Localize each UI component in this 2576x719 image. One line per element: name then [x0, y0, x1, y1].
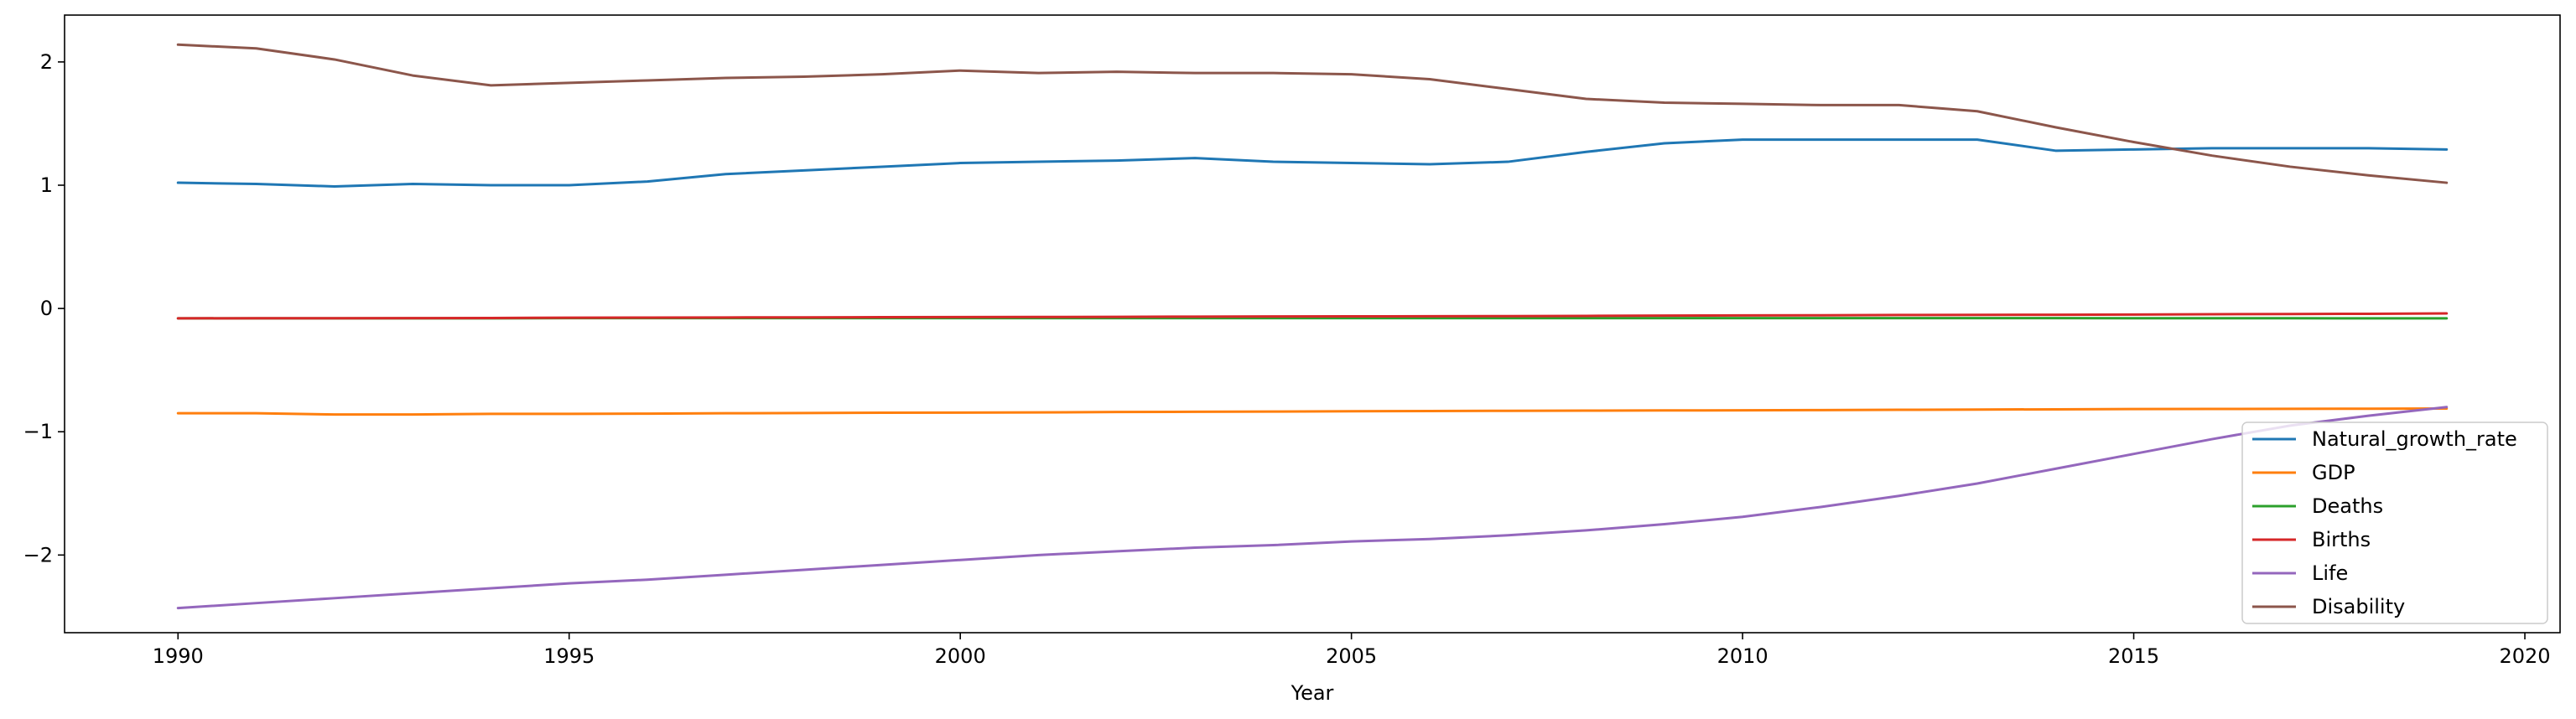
x-tick-label: 2000: [935, 644, 986, 668]
legend-label: Disability: [2312, 595, 2405, 618]
x-tick-label: 2005: [1326, 644, 1377, 668]
legend-label: Life: [2312, 561, 2348, 585]
y-tick-label: −1: [23, 420, 53, 443]
series-line-life: [176, 406, 2449, 610]
legend-label: Deaths: [2312, 494, 2383, 518]
legend-label: GDP: [2312, 461, 2355, 484]
series-line-gdp: [176, 407, 2449, 416]
x-tick-label: 1995: [543, 644, 595, 668]
series-line-natural-growth-rate: [176, 138, 2449, 188]
legend-label: Births: [2312, 528, 2371, 551]
y-tick-label: 1: [40, 173, 53, 197]
legend-box: [2241, 422, 2548, 624]
y-tick-label: 0: [40, 297, 53, 320]
x-axis-label: Year: [1291, 681, 1334, 705]
legend: Natural_growth_rate GDP Deaths Births Life Di…: [2241, 422, 2548, 624]
series-line-disability: [176, 43, 2449, 184]
series-line-births: [176, 312, 2449, 320]
x-tick-label: 2010: [1717, 644, 1768, 668]
x-tick-label: 2020: [2499, 644, 2550, 668]
x-tick-label: 2015: [2108, 644, 2159, 668]
x-tick-label: 1990: [153, 644, 204, 668]
legend-label: Natural_growth_rate: [2312, 427, 2517, 451]
y-axis: −2 −1 0 1 2: [23, 50, 65, 566]
x-axis: 1990 1995 2000 2005 2010 2015 2020: [153, 633, 2551, 668]
series-layer: [176, 43, 2449, 610]
y-tick-label: 2: [40, 50, 53, 74]
y-tick-label: −2: [23, 543, 53, 566]
plot-frame: [64, 14, 2561, 634]
